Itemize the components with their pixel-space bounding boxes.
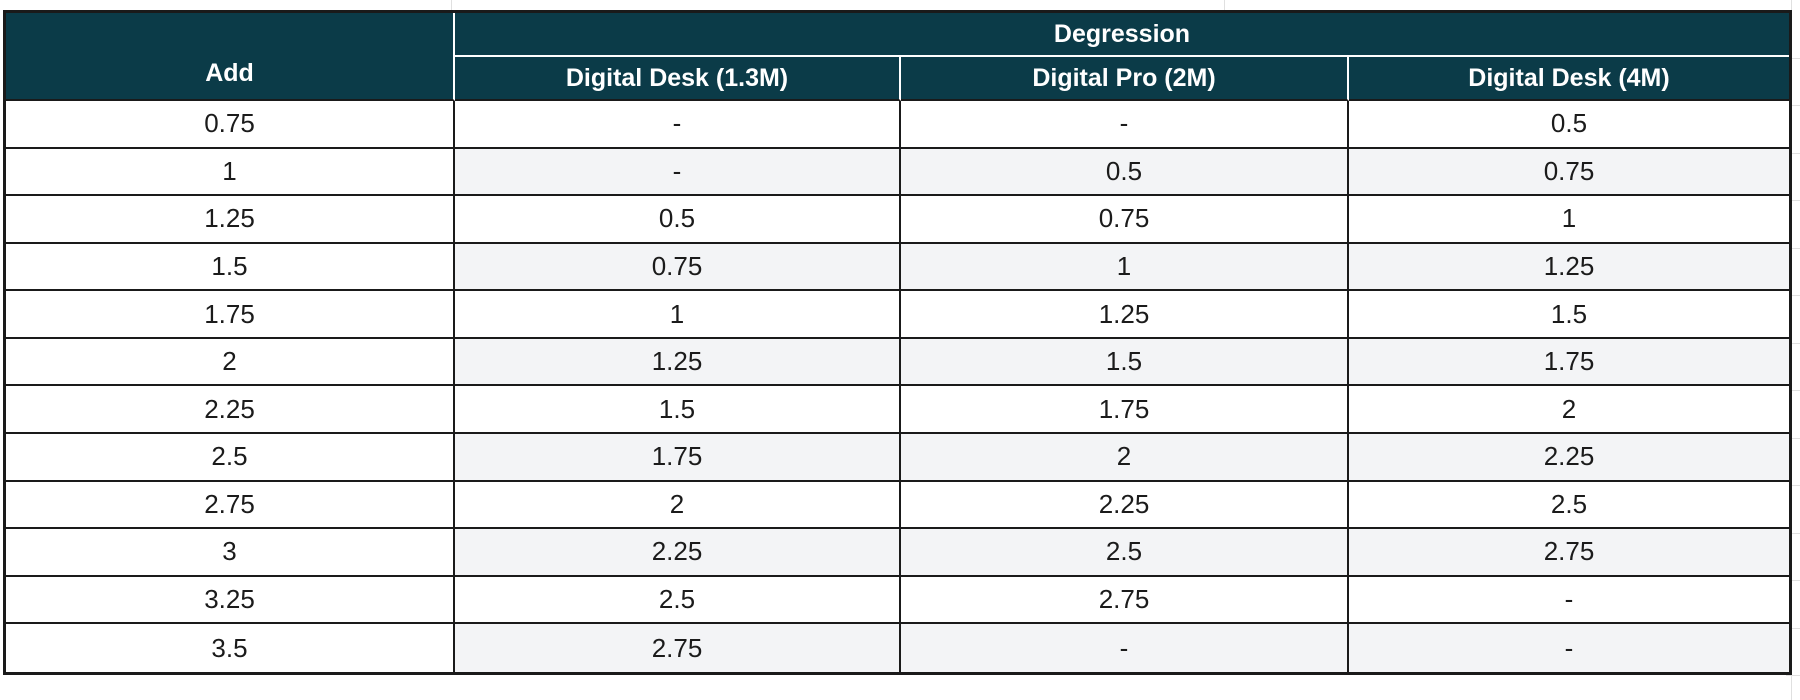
data-cell-digital-pro-2m: 2.75 [901,576,1349,625]
data-cell-digital-desk-4m: 0.75 [1349,148,1789,197]
data-cell-digital-pro-2m: 1 [901,243,1349,292]
table-row: 2.5 1.75 2 2.25 [6,434,1789,482]
sheet-gridline [1786,200,1800,201]
add-cell: 3 [6,529,455,577]
data-cell-digital-desk-4m: 1 [1349,196,1789,244]
data-cell-digital-desk-4m: 0.5 [1349,101,1789,149]
table-header: Add Degression Digital Desk (1.3M) Digit… [6,13,1789,101]
data-cell-digital-desk-4m: 2.5 [1349,481,1789,530]
data-cell-digital-pro-2m: 1.75 [901,386,1349,435]
data-cell-digital-pro-2m: 2 [901,434,1349,482]
table-row: 3 2.25 2.5 2.75 [6,529,1789,577]
data-cell-digital-desk-1-3m: 1.5 [455,386,901,435]
add-cell: 0.75 [6,101,455,149]
add-cell: 2.75 [6,481,455,530]
sheet-gridline [1786,438,1800,439]
sheet-gridline [1786,390,1800,391]
table-row: 1.25 0.5 0.75 1 [6,196,1789,244]
data-cell-digital-desk-1-3m: 2 [455,481,901,530]
column-header-digital-desk-4m: Digital Desk (4M) [1349,57,1789,101]
sheet-gridline [1786,628,1800,629]
table-row: 1.5 0.75 1 1.25 [6,243,1789,292]
data-cell-digital-desk-4m: 1.25 [1349,243,1789,292]
add-cell: 1 [6,148,455,197]
table-row: 2 1.25 1.5 1.75 [6,338,1789,387]
data-cell-digital-desk-4m: 2.25 [1349,434,1789,482]
data-cell-digital-desk-4m: 1.75 [1349,338,1789,387]
sheet-gridline [1786,675,1800,676]
degression-table: Add Degression Digital Desk (1.3M) Digit… [3,10,1792,675]
data-cell-digital-pro-2m: 0.75 [901,196,1349,244]
add-cell: 2.5 [6,434,455,482]
data-cell-digital-desk-1-3m: 1.25 [455,338,901,387]
data-cell-digital-pro-2m: 1.5 [901,338,1349,387]
data-cell-digital-pro-2m: - [901,101,1349,149]
sheet-gridline [1786,58,1800,59]
add-cell: 1.5 [6,243,455,292]
data-cell-digital-desk-4m: 2.75 [1349,529,1789,577]
add-cell: 2 [6,338,455,387]
table-row: 2.75 2 2.25 2.5 [6,481,1789,530]
sheet-gridline [1786,105,1800,106]
data-cell-digital-desk-1-3m: 2.5 [455,576,901,625]
table-row: 0.75 - - 0.5 [6,101,1789,149]
sheet-gridline [1786,533,1800,534]
add-cell: 3.5 [6,624,455,672]
sheet-gridline [1224,0,1225,10]
data-cell-digital-pro-2m: - [901,624,1349,672]
add-cell: 1.75 [6,291,455,339]
table-row: 3.25 2.5 2.75 - [6,576,1789,625]
data-cell-digital-desk-1-3m: - [455,101,901,149]
sheet-gridline [1786,295,1800,296]
data-cell-digital-desk-4m: 2 [1349,386,1789,435]
data-cell-digital-pro-2m: 2.25 [901,481,1349,530]
sheet-gridline [1786,580,1800,581]
degression-group-header: Degression [455,13,1789,57]
data-cell-digital-desk-1-3m: 1.75 [455,434,901,482]
add-cell: 2.25 [6,386,455,435]
data-cell-digital-desk-1-3m: 2.75 [455,624,901,672]
column-header-digital-desk-1-3m: Digital Desk (1.3M) [455,57,901,101]
column-header-row: Digital Desk (1.3M) Digital Pro (2M) Dig… [6,57,1789,101]
data-cell-digital-desk-4m: - [1349,576,1789,625]
table-row: 1 - 0.5 0.75 [6,148,1789,197]
group-header-row: Add Degression [6,13,1789,101]
sheet-gridline [1786,485,1800,486]
sheet-gridline [1786,248,1800,249]
data-cell-digital-pro-2m: 1.25 [901,291,1349,339]
data-cell-digital-desk-4m: 1.5 [1349,291,1789,339]
add-cell: 1.25 [6,196,455,244]
table-row: 2.25 1.5 1.75 2 [6,386,1789,435]
data-cell-digital-pro-2m: 0.5 [901,148,1349,197]
table-row: 3.5 2.75 - - [6,624,1789,672]
sheet-gridline [1786,343,1800,344]
sheet-gridline [1786,153,1800,154]
data-cell-digital-desk-1-3m: 0.75 [455,243,901,292]
data-cell-digital-desk-1-3m: 0.5 [455,196,901,244]
data-cell-digital-desk-1-3m: 2.25 [455,529,901,577]
data-cell-digital-desk-4m: - [1349,624,1789,672]
data-cell-digital-pro-2m: 2.5 [901,529,1349,577]
add-cell: 3.25 [6,576,455,625]
add-column-header: Add [6,13,455,101]
table-row: 1.75 1 1.25 1.5 [6,291,1789,339]
column-header-digital-pro-2m: Digital Pro (2M) [901,57,1349,101]
table-body: 0.75 - - 0.5 1 - 0.5 0.75 1.25 0.5 0.75 … [6,101,1789,672]
data-cell-digital-desk-1-3m: 1 [455,291,901,339]
data-cell-digital-desk-1-3m: - [455,148,901,197]
sheet-gridline [451,0,452,10]
